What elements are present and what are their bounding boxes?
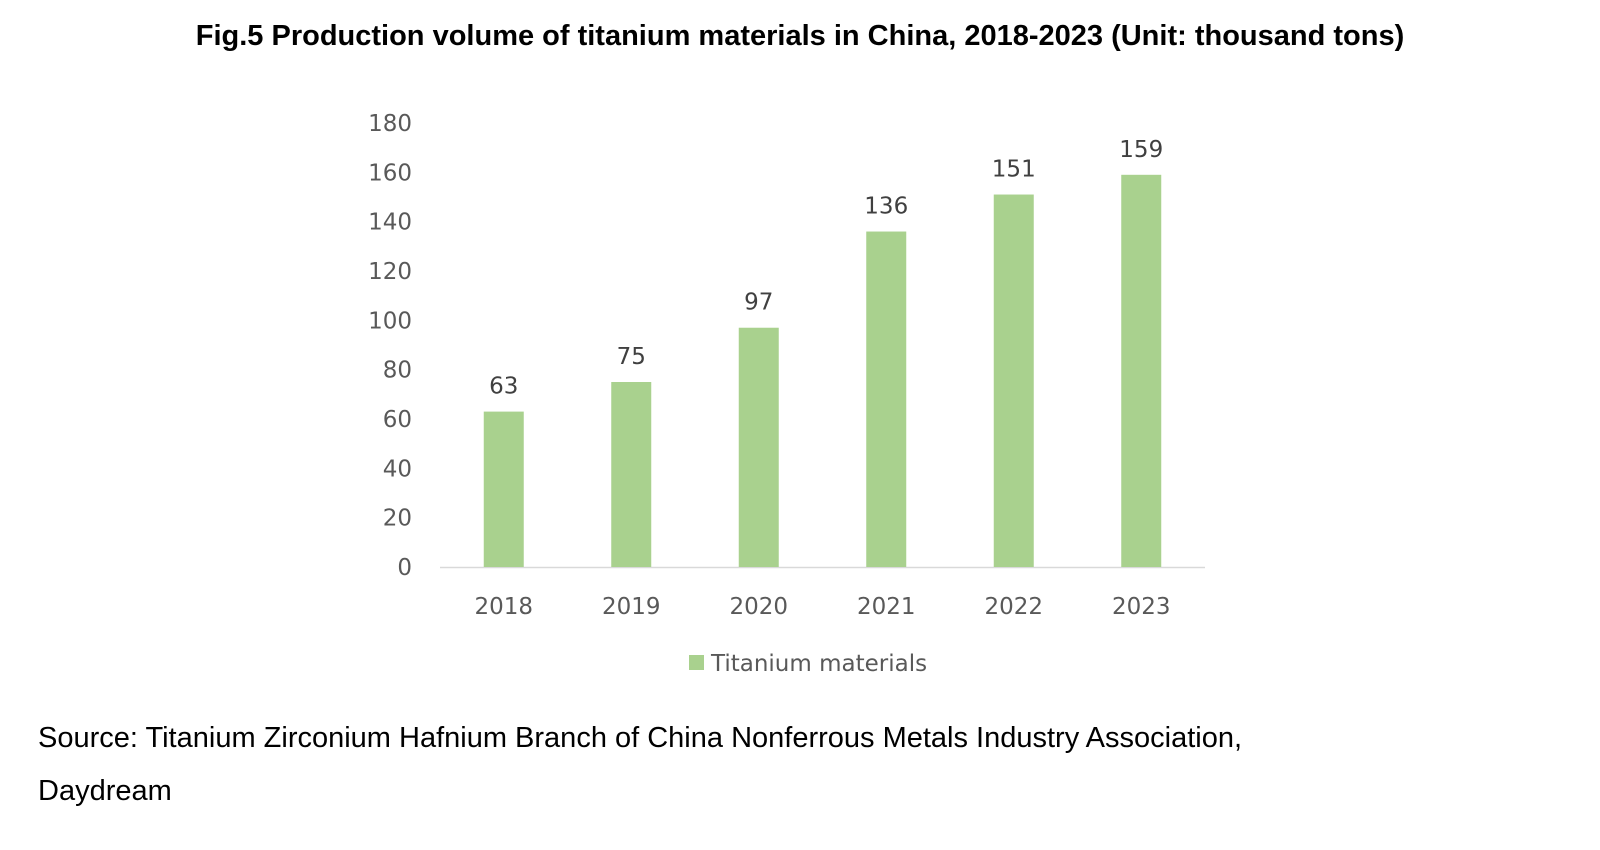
- bar-2020: [738, 327, 779, 567]
- x-tick-label-2018: 2018: [474, 594, 533, 620]
- source-line-2: Daydream: [38, 775, 172, 807]
- bar-2018: [483, 411, 524, 567]
- data-label-2020: 97: [744, 290, 773, 316]
- data-label-2023: 159: [1119, 137, 1163, 163]
- y-tick-label: 0: [397, 555, 412, 581]
- source-line-1: Source: Titanium Zirconium Hafnium Branc…: [38, 722, 1243, 754]
- y-tick-label: 180: [368, 111, 412, 137]
- bar-2019: [611, 382, 652, 567]
- y-tick-label: 120: [368, 259, 412, 285]
- chart-title: Fig.5 Production volume of titanium mate…: [195, 20, 1405, 52]
- y-tick-label: 100: [368, 308, 412, 334]
- data-label-2021: 136: [864, 194, 908, 220]
- x-axis-ticks: 2018 2019 2020 2021 2022 2023: [474, 594, 1170, 620]
- y-tick-label: 80: [383, 358, 412, 384]
- bar-2022: [993, 194, 1034, 568]
- x-tick-label-2022: 2022: [984, 594, 1043, 620]
- legend-label: Titanium materials: [710, 651, 927, 677]
- source-note: Source: Titanium Zirconium Hafnium Branc…: [38, 712, 1338, 818]
- x-tick-label-2021: 2021: [857, 594, 916, 620]
- y-tick-label: 160: [368, 160, 412, 186]
- x-tick-label-2023: 2023: [1112, 594, 1171, 620]
- x-tick-label-2020: 2020: [729, 594, 788, 620]
- data-label-2018: 63: [489, 374, 518, 400]
- y-tick-label: 60: [383, 407, 412, 433]
- bar-chart: 0 20 40 60 80 100 120 140 160 180 63 75 97 136 151 159…: [368, 111, 1205, 677]
- y-axis-ticks: 0 20 40 60 80 100 120 140 160 180: [368, 111, 412, 581]
- x-tick-label-2019: 2019: [602, 594, 661, 620]
- data-label-2022: 151: [992, 157, 1036, 183]
- legend-swatch: [689, 655, 704, 670]
- y-tick-label: 20: [383, 506, 412, 532]
- bar-2021: [866, 231, 907, 568]
- bars: 63 75 97 136 151 159: [483, 137, 1163, 568]
- y-tick-label: 40: [383, 456, 412, 482]
- legend: Titanium materials: [689, 651, 927, 677]
- data-label-2019: 75: [617, 344, 646, 370]
- y-tick-label: 140: [368, 210, 412, 236]
- bar-2023: [1121, 174, 1162, 568]
